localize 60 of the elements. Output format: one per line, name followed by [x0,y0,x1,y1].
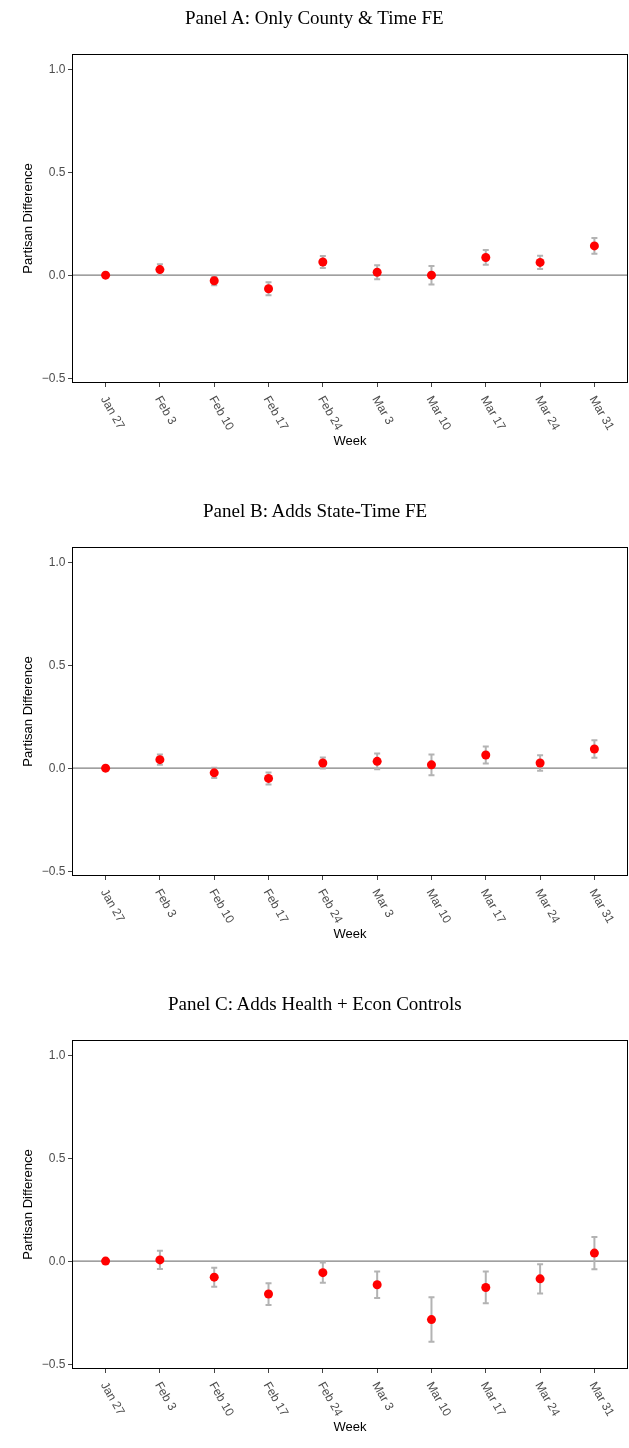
x-tick-label: Mar 31 [586,393,618,433]
chart-title: Panel A: Only County & Time FE [185,7,444,28]
point [101,270,111,280]
chart-title: Panel B: Adds State-Time FE [203,500,428,521]
point [318,1268,328,1278]
y-tick-label: −0.5 [41,1357,66,1372]
y-tick-label: 0.0 [48,1254,66,1269]
y-tick-label: 1.0 [48,62,66,77]
point [481,1282,491,1292]
point [589,1248,599,1258]
point [535,1274,545,1284]
y-tick-label: −0.5 [41,864,66,879]
point [535,758,545,768]
x-axis-title: Week [333,1419,367,1435]
x-axis-title: Week [333,433,367,449]
x-tick-label: Mar 10 [423,393,455,433]
x-tick-label: Mar 3 [369,1379,397,1414]
point [481,750,491,760]
point [264,1289,274,1299]
point [481,252,491,262]
y-tick-label: 1.0 [48,1048,66,1063]
point [155,1255,165,1265]
x-tick-label: Mar 17 [477,886,509,926]
x-tick-label: Mar 3 [369,393,397,428]
x-tick-label: Mar 31 [586,1379,618,1419]
y-tick-label: 0.5 [48,165,66,180]
x-tick-label: Mar 31 [586,886,618,926]
point [589,744,599,754]
x-tick-label: Jan 27 [97,886,129,925]
point [426,1315,436,1325]
point [372,267,382,277]
point [209,1272,219,1282]
point [589,241,599,251]
y-axis-title: Partisan Difference [19,1149,35,1260]
point [372,756,382,766]
x-tick-label: Mar 17 [477,393,509,433]
y-axis-title: Partisan Difference [19,656,35,767]
x-tick-label: Mar 3 [369,886,397,921]
point [101,763,111,773]
chart-title: Panel C: Adds Health + Econ Controls [168,993,462,1014]
point [372,1280,382,1290]
x-tick-label: Mar 17 [477,1379,509,1419]
y-tick-label: −0.5 [41,371,66,386]
y-tick-label: 0.0 [48,268,66,283]
x-tick-label: Mar 24 [532,886,564,926]
point [101,1256,111,1266]
y-axis-title: Partisan Difference [19,163,35,274]
x-tick-label: Mar 24 [532,1379,564,1419]
point [426,760,436,770]
y-tick-label: 0.5 [48,1151,66,1166]
x-tick-label: Jan 27 [97,1379,129,1418]
point [426,270,436,280]
y-tick-label: 0.5 [48,658,66,673]
x-tick-label: Jan 27 [97,393,129,432]
x-tick-label: Mar 10 [423,1379,455,1419]
y-tick-label: 0.0 [48,761,66,776]
x-tick-label: Mar 24 [532,393,564,433]
y-tick-label: 1.0 [48,555,66,570]
x-axis-title: Week [333,926,367,942]
x-tick-label: Mar 10 [423,886,455,926]
